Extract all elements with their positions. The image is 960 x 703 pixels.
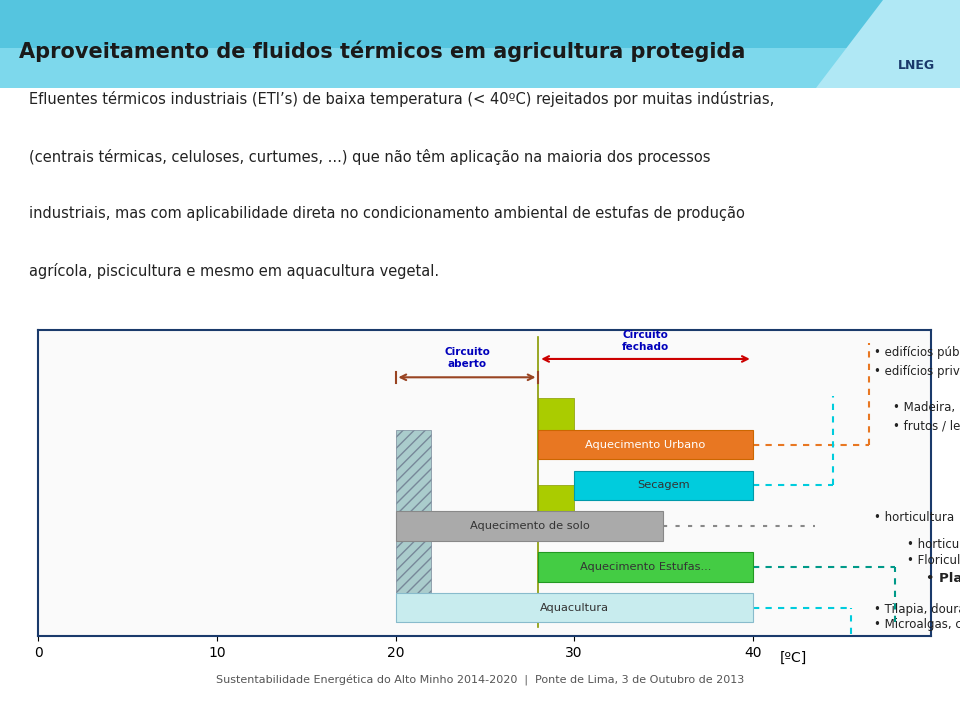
Text: • edifícios privados: • edifícios privados — [874, 365, 960, 378]
Bar — [396, 430, 431, 622]
Text: [ºC]: [ºC] — [780, 650, 806, 664]
Text: LNEG: LNEG — [899, 60, 935, 72]
Text: • horticultura: • horticultura — [907, 538, 960, 551]
Bar — [396, 512, 663, 541]
Polygon shape — [816, 0, 960, 88]
Text: • frutos / legumes: • frutos / legumes — [893, 420, 960, 433]
Bar — [396, 593, 753, 622]
Bar — [574, 471, 753, 500]
Text: • Plantas autóctones: • Plantas autóctones — [926, 572, 960, 585]
Text: Aquecimento de solo: Aquecimento de solo — [469, 521, 589, 531]
Bar — [539, 553, 753, 581]
Bar — [0, 0, 960, 49]
Bar — [539, 430, 753, 459]
Text: • Floricultura: • Floricultura — [907, 554, 960, 567]
Text: • horticultura: • horticultura — [874, 512, 953, 524]
Text: (centrais térmicas, celuloses, curtumes, ...) que não têm aplicação na maioria d: (centrais térmicas, celuloses, curtumes,… — [29, 148, 710, 165]
Text: • edifícios públicos: • edifícios públicos — [874, 347, 960, 359]
Text: Sustentabilidade Energética do Alto Minho 2014-2020  |  Ponte de Lima, 3 de Outu: Sustentabilidade Energética do Alto Minh… — [216, 675, 744, 686]
Text: Circuito
aberto: Circuito aberto — [444, 347, 490, 369]
Bar — [539, 398, 574, 430]
Bar — [539, 555, 574, 581]
Text: Aproveitamento de fluidos térmicos em agricultura protegida: Aproveitamento de fluidos térmicos em ag… — [19, 40, 746, 62]
Bar — [539, 485, 574, 512]
Text: industriais, mas com aplicabilidade direta no condicionamento ambiental de estuf: industriais, mas com aplicabilidade dire… — [29, 205, 745, 221]
Text: Aquecimento Estufas...: Aquecimento Estufas... — [580, 562, 711, 572]
Text: • Microalgas, camarão: • Microalgas, camarão — [874, 619, 960, 631]
Text: Efluentes térmicos industriais (ETI’s) de baixa temperatura (< 40ºC) rejeitados : Efluentes térmicos industriais (ETI’s) d… — [29, 91, 774, 108]
Text: Aquecimento Urbano: Aquecimento Urbano — [586, 439, 706, 450]
Text: • Tilapia, dourada, robalo: • Tilapia, dourada, robalo — [874, 603, 960, 617]
Text: agrícola, piscicultura e mesmo em aquacultura vegetal.: agrícola, piscicultura e mesmo em aquacu… — [29, 263, 439, 279]
Text: Circuito
fechado: Circuito fechado — [622, 330, 669, 352]
Text: Secagem: Secagem — [637, 480, 689, 491]
Text: Aquacultura: Aquacultura — [540, 602, 609, 613]
Text: • Madeira, pinhas: • Madeira, pinhas — [893, 401, 960, 414]
